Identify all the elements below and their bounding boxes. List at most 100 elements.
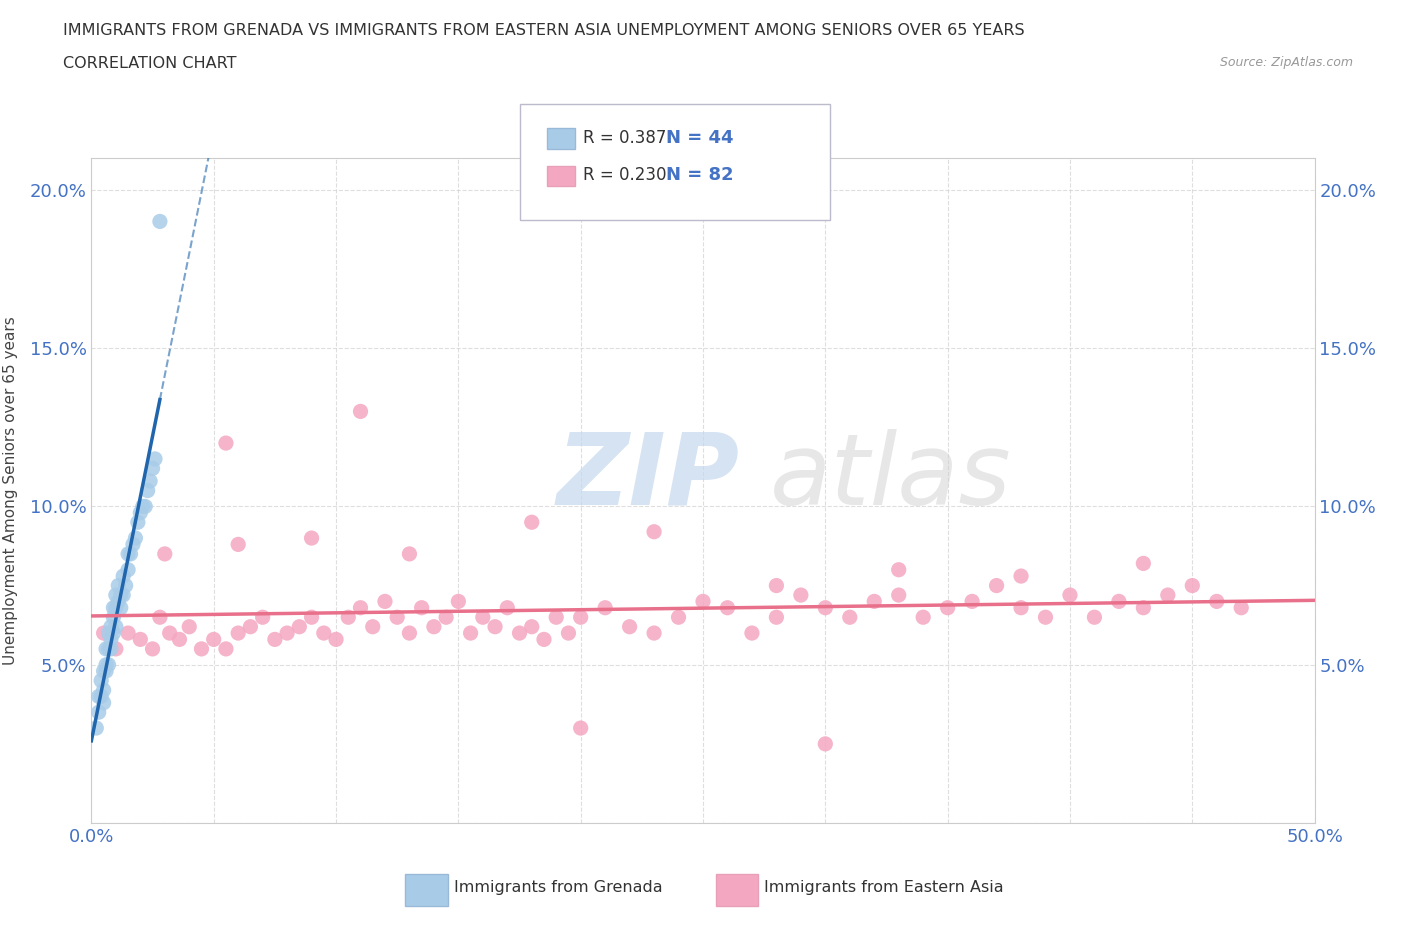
Point bbox=[460, 626, 482, 641]
Point bbox=[97, 642, 120, 657]
Point bbox=[385, 610, 409, 625]
Point bbox=[496, 600, 519, 615]
Point bbox=[349, 404, 371, 418]
Point bbox=[84, 721, 107, 736]
Point bbox=[252, 610, 274, 625]
Point bbox=[741, 626, 763, 641]
Point bbox=[1157, 588, 1180, 603]
Point bbox=[104, 588, 127, 603]
Point bbox=[643, 525, 665, 539]
Text: Immigrants from Eastern Asia: Immigrants from Eastern Asia bbox=[765, 880, 1004, 896]
Point bbox=[692, 594, 714, 609]
Point bbox=[110, 588, 132, 603]
Bar bbox=[716, 874, 758, 906]
Point bbox=[1035, 610, 1057, 625]
Point bbox=[398, 626, 420, 641]
Text: Source: ZipAtlas.com: Source: ZipAtlas.com bbox=[1219, 56, 1353, 69]
Point bbox=[103, 600, 125, 615]
Point bbox=[301, 531, 323, 546]
Point bbox=[814, 737, 837, 751]
Point bbox=[104, 619, 127, 634]
Point bbox=[471, 610, 494, 625]
Point bbox=[434, 610, 457, 625]
Point bbox=[337, 610, 360, 625]
Point bbox=[127, 515, 149, 530]
Point bbox=[814, 600, 837, 615]
Point bbox=[520, 515, 543, 530]
Point bbox=[104, 600, 127, 615]
Point bbox=[93, 664, 115, 679]
Point bbox=[107, 594, 129, 609]
Point bbox=[276, 626, 298, 641]
Y-axis label: Unemployment Among Seniors over 65 years: Unemployment Among Seniors over 65 years bbox=[3, 316, 18, 665]
Point bbox=[325, 632, 347, 647]
Point bbox=[411, 600, 433, 615]
Point bbox=[134, 499, 156, 514]
Text: Immigrants from Grenada: Immigrants from Grenada bbox=[454, 880, 662, 896]
Point bbox=[117, 626, 139, 641]
Point bbox=[129, 505, 152, 520]
Point bbox=[765, 610, 787, 625]
Point bbox=[557, 626, 579, 641]
Point bbox=[423, 619, 446, 634]
Point bbox=[143, 451, 166, 466]
Point bbox=[141, 642, 163, 657]
Point bbox=[141, 461, 163, 476]
Point bbox=[159, 626, 181, 641]
Point bbox=[374, 594, 396, 609]
Point bbox=[120, 547, 142, 562]
Text: CORRELATION CHART: CORRELATION CHART bbox=[63, 56, 236, 71]
Point bbox=[136, 484, 159, 498]
Point bbox=[264, 632, 287, 647]
Point bbox=[93, 626, 115, 641]
Point bbox=[100, 619, 122, 634]
Point bbox=[569, 610, 592, 625]
Point bbox=[1205, 594, 1227, 609]
Point bbox=[97, 626, 120, 641]
Point bbox=[520, 619, 543, 634]
Point bbox=[169, 632, 191, 647]
Text: R = 0.387: R = 0.387 bbox=[583, 128, 666, 147]
Point bbox=[1083, 610, 1105, 625]
Point bbox=[103, 626, 125, 641]
Point bbox=[912, 610, 935, 625]
Text: ZIP: ZIP bbox=[557, 429, 740, 525]
Point bbox=[887, 588, 910, 603]
Point bbox=[226, 626, 249, 641]
Point bbox=[202, 632, 225, 647]
Point bbox=[887, 563, 910, 578]
Point bbox=[112, 568, 135, 583]
Point bbox=[838, 610, 860, 625]
Point bbox=[90, 673, 112, 688]
Point bbox=[94, 642, 117, 657]
Point bbox=[97, 658, 120, 672]
Point bbox=[447, 594, 470, 609]
Point bbox=[765, 578, 787, 593]
Point bbox=[790, 588, 813, 603]
Point bbox=[129, 632, 152, 647]
Point bbox=[94, 658, 117, 672]
Text: N = 82: N = 82 bbox=[666, 166, 734, 184]
Bar bbox=[405, 874, 447, 906]
Point bbox=[93, 696, 115, 711]
Point bbox=[215, 642, 238, 657]
Point bbox=[117, 547, 139, 562]
Point bbox=[100, 632, 122, 647]
Point bbox=[863, 594, 886, 609]
Point bbox=[509, 626, 531, 641]
Point bbox=[960, 594, 983, 609]
Point bbox=[112, 588, 135, 603]
Point bbox=[124, 531, 146, 546]
Point bbox=[533, 632, 555, 647]
Point bbox=[132, 499, 155, 514]
Point bbox=[104, 642, 127, 657]
Point bbox=[668, 610, 690, 625]
Point bbox=[110, 600, 132, 615]
Point bbox=[1181, 578, 1204, 593]
Point bbox=[87, 705, 110, 720]
Text: R = 0.230: R = 0.230 bbox=[583, 166, 666, 184]
Text: IMMIGRANTS FROM GRENADA VS IMMIGRANTS FROM EASTERN ASIA UNEMPLOYMENT AMONG SENIO: IMMIGRANTS FROM GRENADA VS IMMIGRANTS FR… bbox=[63, 23, 1025, 38]
Point bbox=[87, 689, 110, 704]
Point bbox=[122, 537, 145, 551]
Point bbox=[149, 214, 172, 229]
